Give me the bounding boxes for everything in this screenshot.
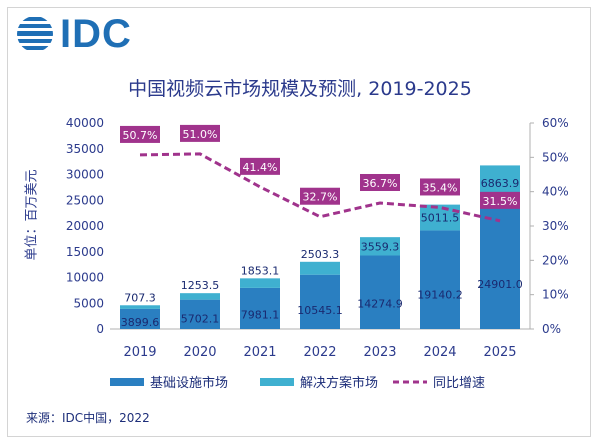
bar-label-solution: 2503.3 xyxy=(301,248,340,261)
legend-label: 解决方案市场 xyxy=(300,375,378,391)
y-tick-label: 15000 xyxy=(66,245,104,259)
bar-solution xyxy=(120,305,160,309)
globe-icon xyxy=(17,17,53,50)
legend-swatch xyxy=(110,378,144,386)
bar-label-infrastructure: 3899.6 xyxy=(121,316,160,329)
y2-tick-label: 30% xyxy=(542,219,569,233)
growth-label: 32.7% xyxy=(303,191,338,204)
growth-label: 41.4% xyxy=(243,161,278,174)
growth-label: 35.4% xyxy=(423,181,458,194)
bar-infrastructure xyxy=(480,200,520,329)
bar-solution xyxy=(240,278,280,288)
y-tick-label: 35000 xyxy=(66,142,104,156)
bar-label-infrastructure: 24901.0 xyxy=(477,278,523,291)
growth-label: 36.7% xyxy=(363,177,398,190)
growth-label-box xyxy=(300,187,340,205)
logo-text: IDC xyxy=(60,12,132,56)
growth-label-box xyxy=(180,124,220,142)
legend-label: 基础设施市场 xyxy=(150,375,228,391)
bar-label-infrastructure: 7981.1 xyxy=(241,309,280,322)
bar-label-infrastructure: 10545.1 xyxy=(297,304,343,317)
idc-logo: IDC xyxy=(16,14,132,54)
source-note: 来源：IDC中国，2022 xyxy=(26,411,150,425)
y-tick-label: 20000 xyxy=(66,219,104,233)
y2-tick-label: 10% xyxy=(542,288,569,302)
bar-solution xyxy=(300,261,340,275)
bar-label-infrastructure: 5702.1 xyxy=(181,313,220,326)
y-tick-label: 0 xyxy=(96,322,104,336)
bar-label-solution: 3559.3 xyxy=(361,240,400,253)
y2-tick-label: 60% xyxy=(542,116,569,130)
bar-label-solution: 707.3 xyxy=(124,291,156,304)
bar-infrastructure xyxy=(300,274,340,329)
bar-label-infrastructure: 19140.2 xyxy=(417,288,463,301)
x-tick-label: 2020 xyxy=(183,345,216,360)
y-tick-label: 40000 xyxy=(66,116,104,130)
y-tick-label: 30000 xyxy=(66,168,104,182)
y2-tick-label: 20% xyxy=(542,253,569,267)
x-tick-label: 2024 xyxy=(423,345,456,360)
bar-label-solution: 5011.5 xyxy=(421,212,460,225)
x-tick-label: 2023 xyxy=(363,345,396,360)
bar-infrastructure xyxy=(240,287,280,329)
x-tick-label: 2021 xyxy=(243,345,276,360)
growth-label: 51.0% xyxy=(183,128,218,141)
y-tick-label: 5000 xyxy=(73,296,104,310)
x-tick-label: 2019 xyxy=(123,345,156,360)
bar-infrastructure xyxy=(180,299,220,329)
bar-label-solution: 1853.1 xyxy=(241,264,280,277)
bar-solution xyxy=(180,293,220,300)
growth-label-box xyxy=(120,125,160,143)
chart-title: 中国视频云市场规模及预测, 2019-2025 xyxy=(128,78,472,100)
bar-label-infrastructure: 14274.9 xyxy=(357,297,403,310)
growth-label-box xyxy=(480,191,520,209)
bar-label-solution: 1253.5 xyxy=(181,279,220,292)
growth-label: 31.5% xyxy=(483,195,518,208)
growth-label-box xyxy=(360,173,400,191)
y2-tick-label: 0% xyxy=(542,322,561,336)
growth-label: 50.7% xyxy=(123,129,158,142)
y2-tick-label: 40% xyxy=(542,185,569,199)
bar-infrastructure xyxy=(420,230,460,329)
legend-swatch xyxy=(260,378,294,386)
growth-label-box xyxy=(240,157,280,175)
y2-tick-label: 50% xyxy=(542,150,569,164)
bar-infrastructure xyxy=(360,255,400,329)
y-tick-label: 25000 xyxy=(66,193,104,207)
y-tick-label: 10000 xyxy=(66,271,104,285)
bar-solution xyxy=(360,237,400,256)
x-tick-label: 2022 xyxy=(303,345,336,360)
bar-label-solution: 6863.9 xyxy=(481,177,520,190)
growth-label-box xyxy=(420,178,460,196)
x-tick-label: 2025 xyxy=(483,345,516,360)
bar-infrastructure xyxy=(120,308,160,329)
legend-label: 同比增速 xyxy=(433,376,485,391)
growth-line xyxy=(139,152,501,223)
